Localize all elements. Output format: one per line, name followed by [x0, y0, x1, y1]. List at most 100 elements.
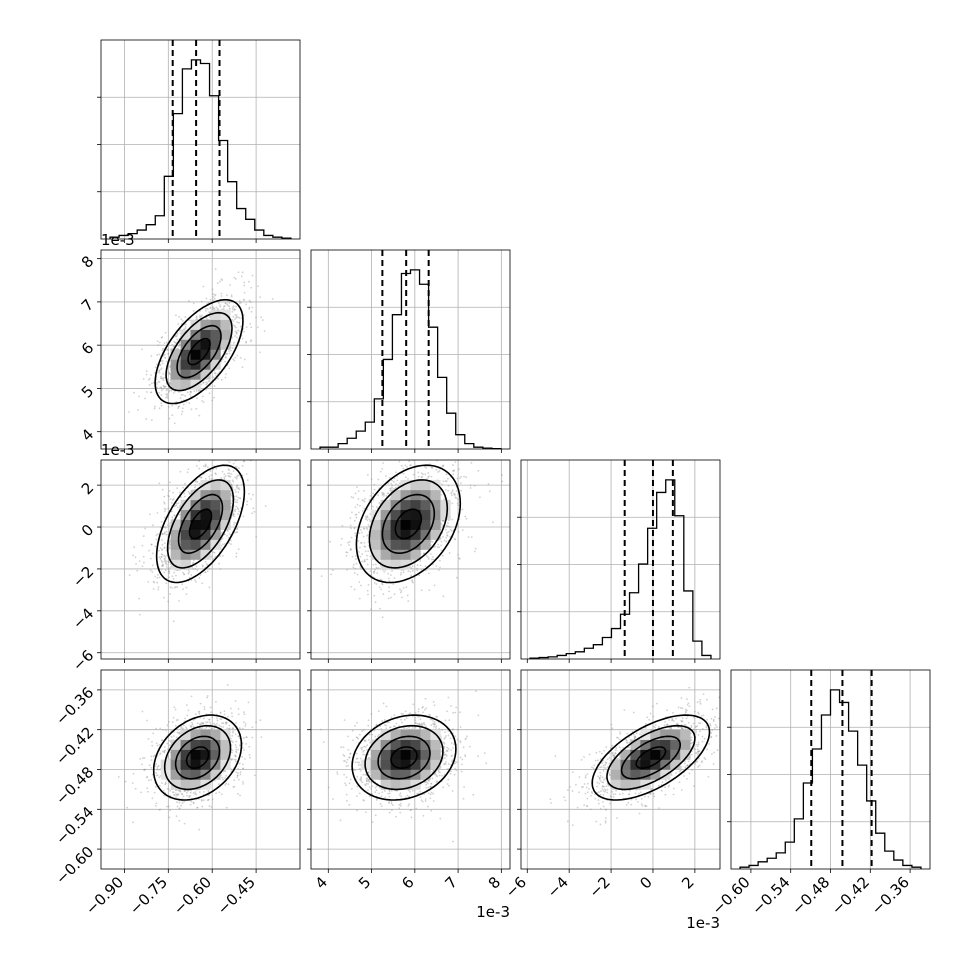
scatter-point [158, 369, 160, 371]
scatter-point [367, 550, 369, 552]
scatter-point [182, 407, 184, 409]
scatter-point [243, 331, 245, 333]
scatter-point [234, 318, 236, 320]
scatter-point [205, 478, 207, 480]
y-tick-label: −6 [69, 646, 97, 674]
scatter-point [242, 465, 244, 467]
scatter-point [169, 490, 171, 492]
scatter-point [466, 518, 468, 520]
y-tick-label: 6 [78, 339, 97, 358]
scatter-point [166, 531, 168, 533]
scatter-point [206, 697, 208, 699]
scatter-point [454, 496, 456, 498]
scatter-point [220, 293, 222, 295]
scatter-point [216, 306, 218, 308]
scatter-point [190, 574, 192, 576]
density-cell [420, 520, 430, 530]
scatter-point [152, 565, 154, 567]
scatter-point [370, 495, 372, 497]
scatter-point [226, 294, 228, 296]
scatter-point [235, 556, 237, 558]
density-cell [181, 330, 191, 340]
scatter-point [249, 323, 251, 325]
scatter-point [399, 482, 401, 484]
scatter-point [235, 317, 237, 319]
density-cell [181, 359, 191, 369]
scatter-point [205, 465, 207, 467]
y-tick-label: −4 [69, 604, 97, 632]
scatter-point [246, 455, 248, 457]
scatter-point [445, 541, 447, 543]
scatter-point [233, 305, 235, 307]
scatter-point [446, 474, 448, 476]
scatter-point [361, 561, 363, 563]
density-panel-3-0: −0.90−0.75−0.60−0.45−0.60−0.54−0.48−0.42… [52, 670, 313, 918]
scatter-point [212, 308, 214, 310]
scatter-point [389, 580, 391, 582]
scatter-point [157, 577, 159, 579]
scatter-point [330, 573, 332, 575]
scatter-point [182, 411, 184, 413]
scatter-point [390, 574, 392, 576]
scatter-point [392, 488, 394, 490]
scatter-point [235, 306, 237, 308]
scatter-point [146, 370, 148, 372]
scatter-point [244, 292, 246, 294]
scatter-point [237, 513, 239, 515]
density-cell [210, 330, 220, 340]
scatter-point [171, 516, 173, 518]
scatter-point [475, 548, 477, 550]
scatter-point [157, 344, 159, 346]
scatter-point [161, 405, 163, 407]
scatter-point [209, 445, 211, 447]
scatter-point [208, 587, 210, 589]
scatter-point [346, 555, 348, 557]
scatter-point [165, 332, 167, 334]
scatter-point [249, 757, 251, 759]
scatter-point [129, 574, 131, 576]
scatter-point [395, 483, 397, 485]
density-cell [401, 540, 411, 550]
scatter-point [242, 366, 244, 368]
x-tick-label: −0.42 [828, 873, 873, 918]
scatter-point [443, 465, 445, 467]
scatter-point [447, 490, 449, 492]
scatter-point [382, 616, 384, 618]
density-content [101, 250, 300, 451]
scatter-point [194, 568, 196, 570]
scatter-point [174, 422, 176, 424]
scatter-point [195, 408, 197, 410]
scatter-point [501, 480, 503, 482]
scatter-point [202, 396, 204, 398]
scatter-point [228, 469, 230, 471]
scatter-point [200, 703, 202, 705]
scatter-point [357, 574, 359, 576]
scatter-point [358, 532, 360, 534]
scatter-point [366, 559, 368, 561]
scatter-point [440, 544, 442, 546]
scatter-point [176, 586, 178, 588]
scatter-point [164, 508, 166, 510]
scatter-point [354, 527, 356, 529]
scatter-point [213, 397, 215, 399]
scatter-point [350, 527, 352, 529]
panel-frame [311, 250, 510, 449]
scatter-point [390, 597, 392, 599]
scatter-point [246, 504, 248, 506]
scatter-point [201, 800, 203, 802]
scatter-point [355, 493, 357, 495]
scatter-point [462, 529, 464, 531]
scatter-point [196, 570, 198, 572]
scatter-point [184, 316, 186, 318]
scatter-point [168, 571, 170, 573]
scatter-point [367, 594, 369, 596]
scatter-point [162, 533, 164, 535]
scatter-point [209, 392, 211, 394]
scatter-point [154, 406, 156, 408]
scatter-point [166, 342, 168, 344]
scatter-point [178, 600, 180, 602]
scatter-point [165, 562, 167, 564]
scatter-point [236, 476, 238, 478]
scatter-point [169, 390, 171, 392]
scatter-point [468, 536, 470, 538]
